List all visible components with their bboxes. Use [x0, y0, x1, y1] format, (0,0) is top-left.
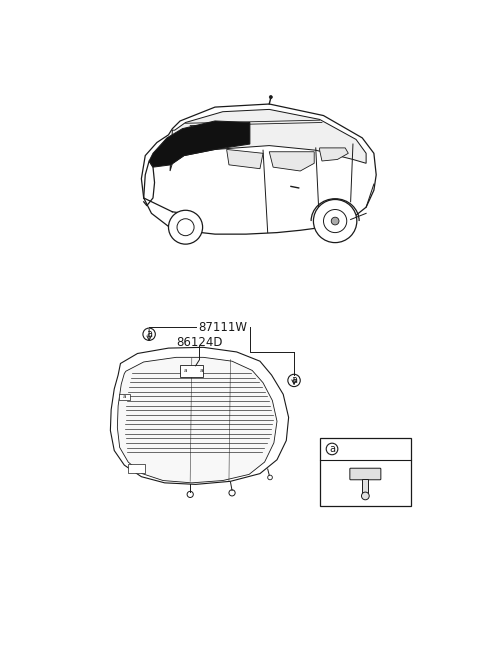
- Text: 87864: 87864: [356, 443, 396, 455]
- Polygon shape: [320, 148, 348, 161]
- Polygon shape: [117, 358, 277, 483]
- Circle shape: [269, 96, 272, 99]
- Text: a: a: [199, 368, 203, 373]
- Text: a: a: [291, 375, 297, 385]
- Circle shape: [331, 217, 339, 225]
- FancyBboxPatch shape: [350, 468, 381, 479]
- Text: 87111W: 87111W: [198, 321, 247, 334]
- Polygon shape: [170, 109, 366, 171]
- Circle shape: [168, 210, 203, 244]
- Polygon shape: [110, 347, 288, 485]
- Bar: [320, 438, 411, 506]
- Polygon shape: [269, 152, 314, 171]
- Polygon shape: [142, 104, 376, 234]
- Text: a: a: [329, 444, 335, 454]
- Text: a: a: [184, 368, 187, 373]
- Bar: [180, 365, 204, 377]
- Polygon shape: [149, 121, 250, 167]
- Bar: [362, 479, 369, 493]
- Text: a: a: [146, 329, 152, 339]
- Circle shape: [313, 200, 357, 242]
- Circle shape: [361, 492, 369, 500]
- Bar: [119, 394, 130, 400]
- Polygon shape: [227, 149, 263, 169]
- Bar: [128, 464, 145, 473]
- Text: 86124D: 86124D: [176, 336, 223, 349]
- Text: a: a: [122, 394, 126, 399]
